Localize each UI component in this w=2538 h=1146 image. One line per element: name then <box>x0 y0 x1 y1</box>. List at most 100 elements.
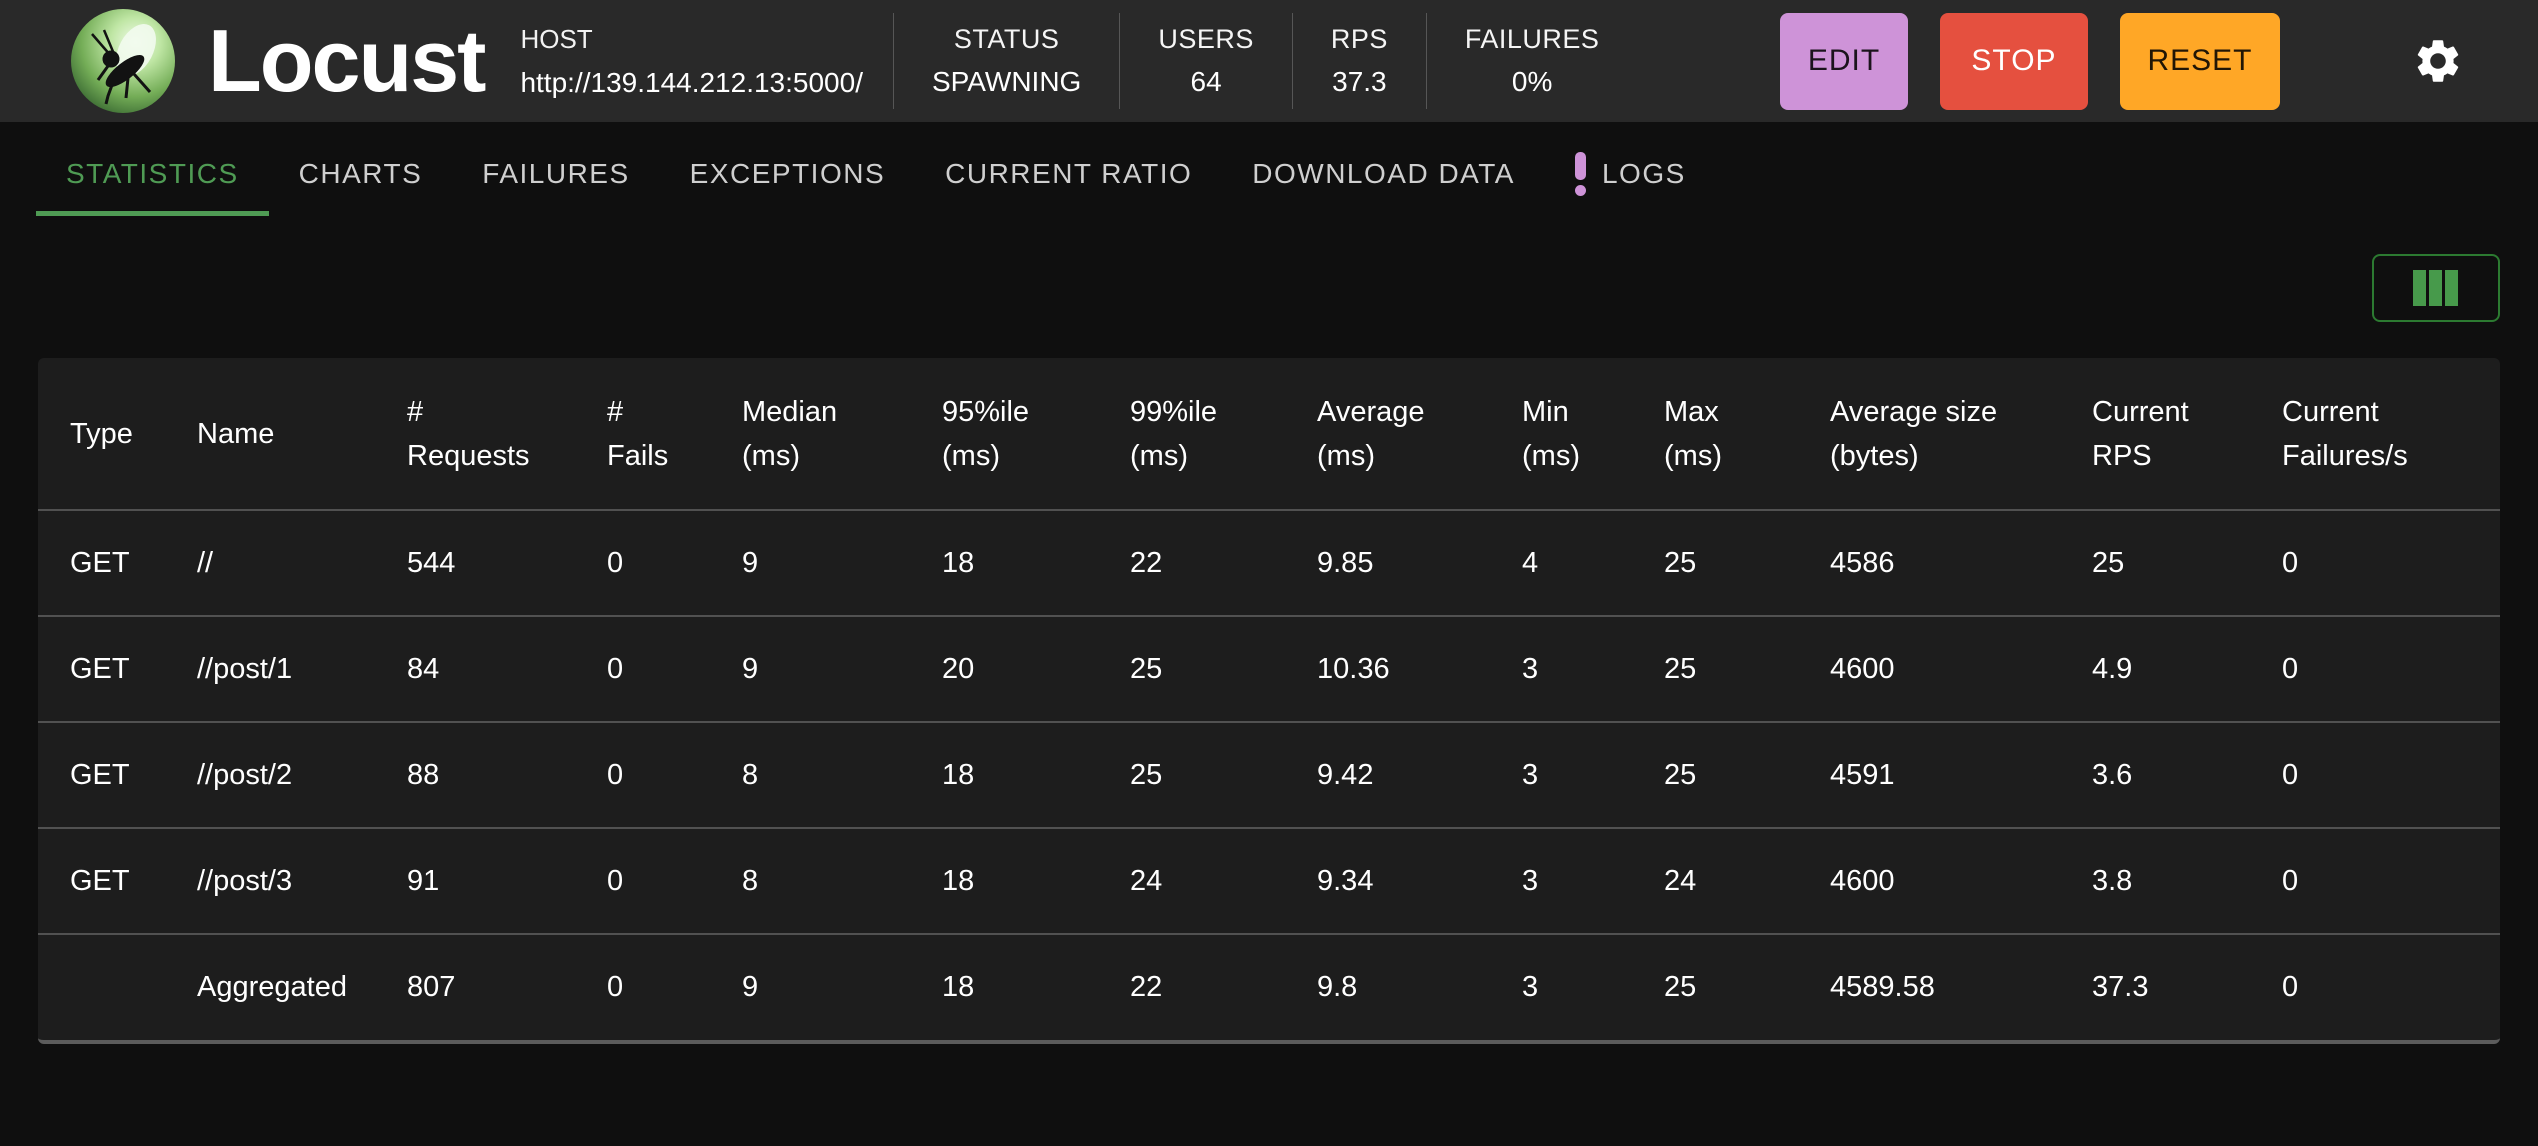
cell-fails: 0 <box>575 615 710 722</box>
cell-median: 9 <box>710 615 910 722</box>
cell-avg-size: 4600 <box>1798 827 2060 934</box>
col-header-type[interactable]: Type <box>38 358 165 510</box>
col-header-95ile[interactable]: 95%ile (ms) <box>910 358 1098 510</box>
tab-label: CURRENT RATIO <box>945 158 1193 189</box>
cell-name: Aggregated <box>165 933 375 1040</box>
tab-label: EXCEPTIONS <box>689 158 886 189</box>
cell-type: GET <box>38 827 165 934</box>
cell-current-failures: 0 <box>2250 933 2500 1040</box>
locust-logo <box>71 9 175 113</box>
col-header-line: (ms) <box>1522 439 1580 472</box>
cell-99ile: 24 <box>1098 827 1285 934</box>
cell-99ile: 22 <box>1098 509 1285 616</box>
cell-min: 4 <box>1490 509 1632 616</box>
col-header-line: (ms) <box>1317 439 1375 472</box>
table-row: GET //post/3 91 0 8 18 24 9.34 3 24 4600… <box>38 827 2500 934</box>
cell-name: //post/1 <box>165 615 375 722</box>
col-header-line: # <box>607 395 624 428</box>
col-header-requests[interactable]: # Requests <box>375 358 575 510</box>
table-header-row: Type Name # Requests # Fails Median (ms) 95… <box>38 358 2500 510</box>
col-header-line: Min <box>1522 395 1569 428</box>
col-header-line: RPS <box>2092 439 2152 472</box>
tab-logs[interactable]: LOGS <box>1545 132 1716 216</box>
users-value: 64 <box>1190 66 1222 97</box>
reset-button[interactable]: RESET <box>2120 12 2280 110</box>
cell-max: 25 <box>1632 933 1798 1040</box>
cell-avg-size: 4589.58 <box>1798 933 2060 1040</box>
col-header-line: Median <box>742 395 838 428</box>
cell-current-rps: 37.3 <box>2060 933 2250 1040</box>
col-header-line: Requests <box>407 439 530 472</box>
cell-average: 9.34 <box>1285 827 1490 934</box>
cell-max: 25 <box>1632 615 1798 722</box>
view-columns-icon <box>2413 270 2458 306</box>
cell-fails: 0 <box>575 509 710 616</box>
tab-current-ratio[interactable]: CURRENT RATIO <box>915 132 1222 216</box>
stat-label: RPS <box>1330 24 1388 54</box>
stat-label: USERS <box>1158 24 1254 54</box>
col-header-min[interactable]: Min (ms) <box>1490 358 1632 510</box>
stat-status: STATUS SPAWNING <box>892 13 1119 109</box>
col-header-line: Current <box>2092 395 2189 428</box>
col-header-average[interactable]: Average (ms) <box>1285 358 1490 510</box>
cell-current-rps: 3.6 <box>2060 721 2250 828</box>
tab-label: CHARTS <box>298 158 423 189</box>
cell-average: 9.42 <box>1285 721 1490 828</box>
col-header-line: Average <box>1317 395 1425 428</box>
tab-exceptions[interactable]: EXCEPTIONS <box>660 132 915 216</box>
settings-button[interactable] <box>2408 31 2468 91</box>
tab-statistics[interactable]: STATISTICS <box>36 132 269 216</box>
tab-label: FAILURES <box>482 158 630 189</box>
cell-max: 25 <box>1632 509 1798 616</box>
tab-charts[interactable]: CHARTS <box>269 132 453 216</box>
tab-download-data[interactable]: DOWNLOAD DATA <box>1222 132 1545 216</box>
cell-average: 10.36 <box>1285 615 1490 722</box>
col-header-99ile[interactable]: 99%ile (ms) <box>1098 358 1285 510</box>
tab-failures[interactable]: FAILURES <box>452 132 659 216</box>
cell-95ile: 18 <box>910 721 1098 828</box>
cell-avg-size: 4591 <box>1798 721 2060 828</box>
cell-95ile: 18 <box>910 509 1098 616</box>
cell-min: 3 <box>1490 615 1632 722</box>
status-value: SPAWNING <box>931 66 1082 97</box>
failures-value: 0% <box>1511 66 1553 97</box>
edit-button[interactable]: EDIT <box>1780 12 1908 110</box>
cell-current-failures: 0 <box>2250 827 2500 934</box>
table-toolbar <box>0 254 2538 322</box>
table-row: GET //post/2 88 0 8 18 25 9.42 3 25 4591… <box>38 721 2500 828</box>
cell-requests: 91 <box>375 827 575 934</box>
cell-99ile: 25 <box>1098 721 1285 828</box>
col-header-line: Max <box>1664 395 1719 428</box>
cell-type: GET <box>38 721 165 828</box>
cell-min: 3 <box>1490 933 1632 1040</box>
col-header-avg-size[interactable]: Average size (bytes) <box>1798 358 2060 510</box>
cell-max: 25 <box>1632 721 1798 828</box>
statistics-panel: Type Name # Requests # Fails Median (ms) 95… <box>38 358 2500 1044</box>
col-header-current-failures[interactable]: Current Failures/s <box>2250 358 2500 510</box>
col-header-line: Failures/s <box>2282 439 2408 472</box>
host-block: HOST http://139.144.212.13:5000/ <box>520 24 863 99</box>
cell-type: GET <box>38 509 165 616</box>
cell-fails: 0 <box>575 721 710 828</box>
col-header-line: 99%ile <box>1130 395 1218 428</box>
cell-average: 9.85 <box>1285 509 1490 616</box>
cell-current-rps: 25 <box>2060 509 2250 616</box>
cell-name: //post/2 <box>165 721 375 828</box>
cell-current-rps: 4.9 <box>2060 615 2250 722</box>
cell-average: 9.8 <box>1285 933 1490 1040</box>
col-header-max[interactable]: Max (ms) <box>1632 358 1798 510</box>
col-header-name[interactable]: Name <box>165 358 375 510</box>
col-header-fails[interactable]: # Fails <box>575 358 710 510</box>
cell-median: 8 <box>710 721 910 828</box>
stat-users: USERS 64 <box>1119 13 1292 109</box>
column-selector-button[interactable] <box>2372 254 2500 322</box>
col-header-line: (ms) <box>742 439 800 472</box>
stop-button[interactable]: STOP <box>1940 12 2088 110</box>
rps-value: 37.3 <box>1332 66 1387 97</box>
col-header-median[interactable]: Median (ms) <box>710 358 910 510</box>
cell-max: 24 <box>1632 827 1798 934</box>
cell-median: 9 <box>710 933 910 1040</box>
col-header-current-rps[interactable]: Current RPS <box>2060 358 2250 510</box>
col-header-line: (ms) <box>942 439 1000 472</box>
stat-label: FAILURES <box>1464 24 1600 54</box>
